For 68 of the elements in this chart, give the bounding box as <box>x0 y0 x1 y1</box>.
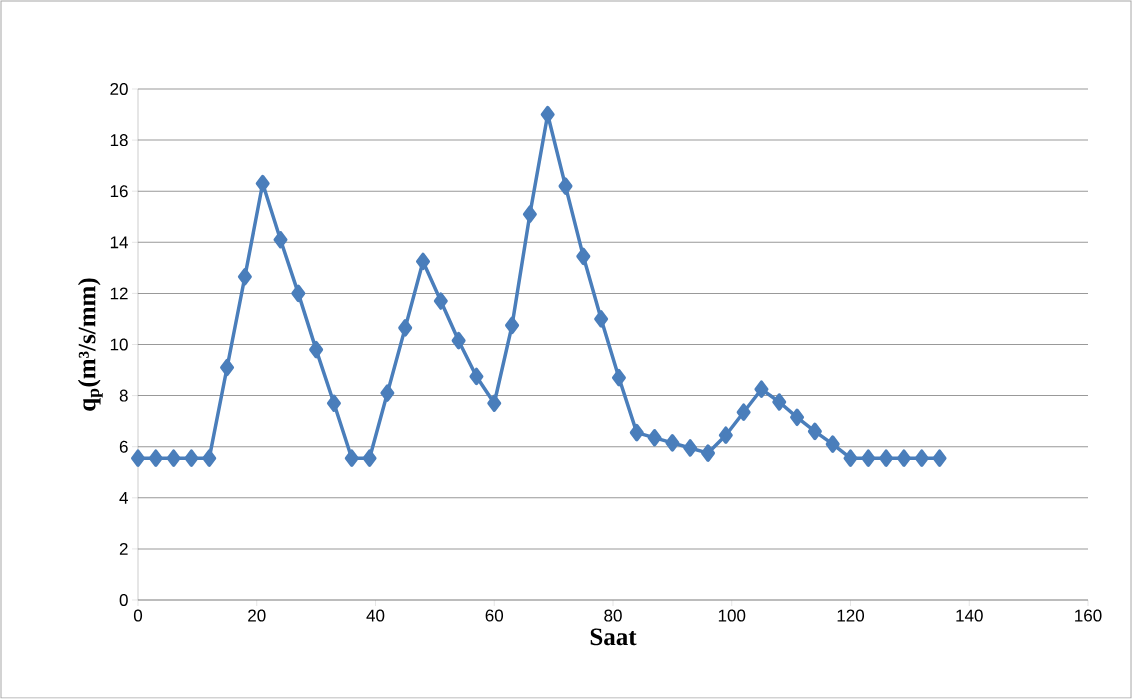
x-axis-title: Saat <box>590 628 637 646</box>
point <box>362 449 377 467</box>
point <box>629 423 644 442</box>
point <box>237 268 252 286</box>
point <box>665 434 680 452</box>
point <box>558 177 573 195</box>
x-tick-label: 60 <box>485 609 504 622</box>
point <box>291 284 306 303</box>
x-tick-label: 100 <box>718 609 746 622</box>
point <box>647 429 662 447</box>
point <box>736 403 751 421</box>
point <box>576 247 591 266</box>
y-tick-label: 4 <box>119 491 128 504</box>
x-tick-label: 140 <box>956 609 983 622</box>
point <box>166 449 181 467</box>
point <box>505 316 520 335</box>
x-tick-label: 20 <box>248 609 266 622</box>
y-tick-label: 14 <box>110 236 128 249</box>
point <box>131 449 145 467</box>
point <box>487 394 502 413</box>
point <box>148 449 163 467</box>
y-axis-title: q$_{p}$(m³/s/mm) <box>77 278 103 411</box>
y-tick-label: 12 <box>110 287 128 300</box>
point <box>255 174 270 193</box>
x-tick-label: 40 <box>366 609 385 622</box>
point <box>611 368 626 387</box>
point <box>184 449 199 467</box>
y-tick-label: 18 <box>110 134 128 147</box>
point <box>879 449 894 467</box>
point <box>344 449 359 467</box>
point <box>772 393 787 411</box>
point <box>469 367 484 386</box>
point <box>861 449 876 467</box>
y-tick-label: 0 <box>119 593 128 607</box>
point <box>932 449 947 467</box>
y-tick-label: 6 <box>119 440 128 453</box>
x-tick-label: 160 <box>1075 609 1102 622</box>
point <box>309 340 324 359</box>
point <box>754 380 769 398</box>
point <box>594 310 609 328</box>
point <box>807 422 822 441</box>
point <box>790 408 805 427</box>
point <box>914 449 929 467</box>
point <box>843 449 858 467</box>
y-tick-label: 8 <box>119 389 128 402</box>
point <box>220 358 235 377</box>
point <box>701 444 716 462</box>
y-tick-label: 10 <box>110 338 128 351</box>
x-tick-label: 80 <box>604 609 622 622</box>
point <box>683 439 698 457</box>
point <box>896 449 911 467</box>
y-tick-label: 20 <box>110 82 128 96</box>
point <box>522 205 537 223</box>
point <box>273 230 288 249</box>
x-tick-label: 120 <box>837 609 865 622</box>
point <box>202 449 217 467</box>
point <box>326 394 341 413</box>
point <box>416 252 431 271</box>
point <box>433 292 448 310</box>
point <box>380 384 395 402</box>
x-tick-label: 0 <box>133 609 143 622</box>
point <box>540 105 555 124</box>
point <box>398 319 413 337</box>
point <box>825 435 840 453</box>
point <box>718 426 733 444</box>
point <box>451 331 466 350</box>
y-tick-label: 16 <box>110 185 128 198</box>
y-tick-label: 2 <box>119 542 128 555</box>
